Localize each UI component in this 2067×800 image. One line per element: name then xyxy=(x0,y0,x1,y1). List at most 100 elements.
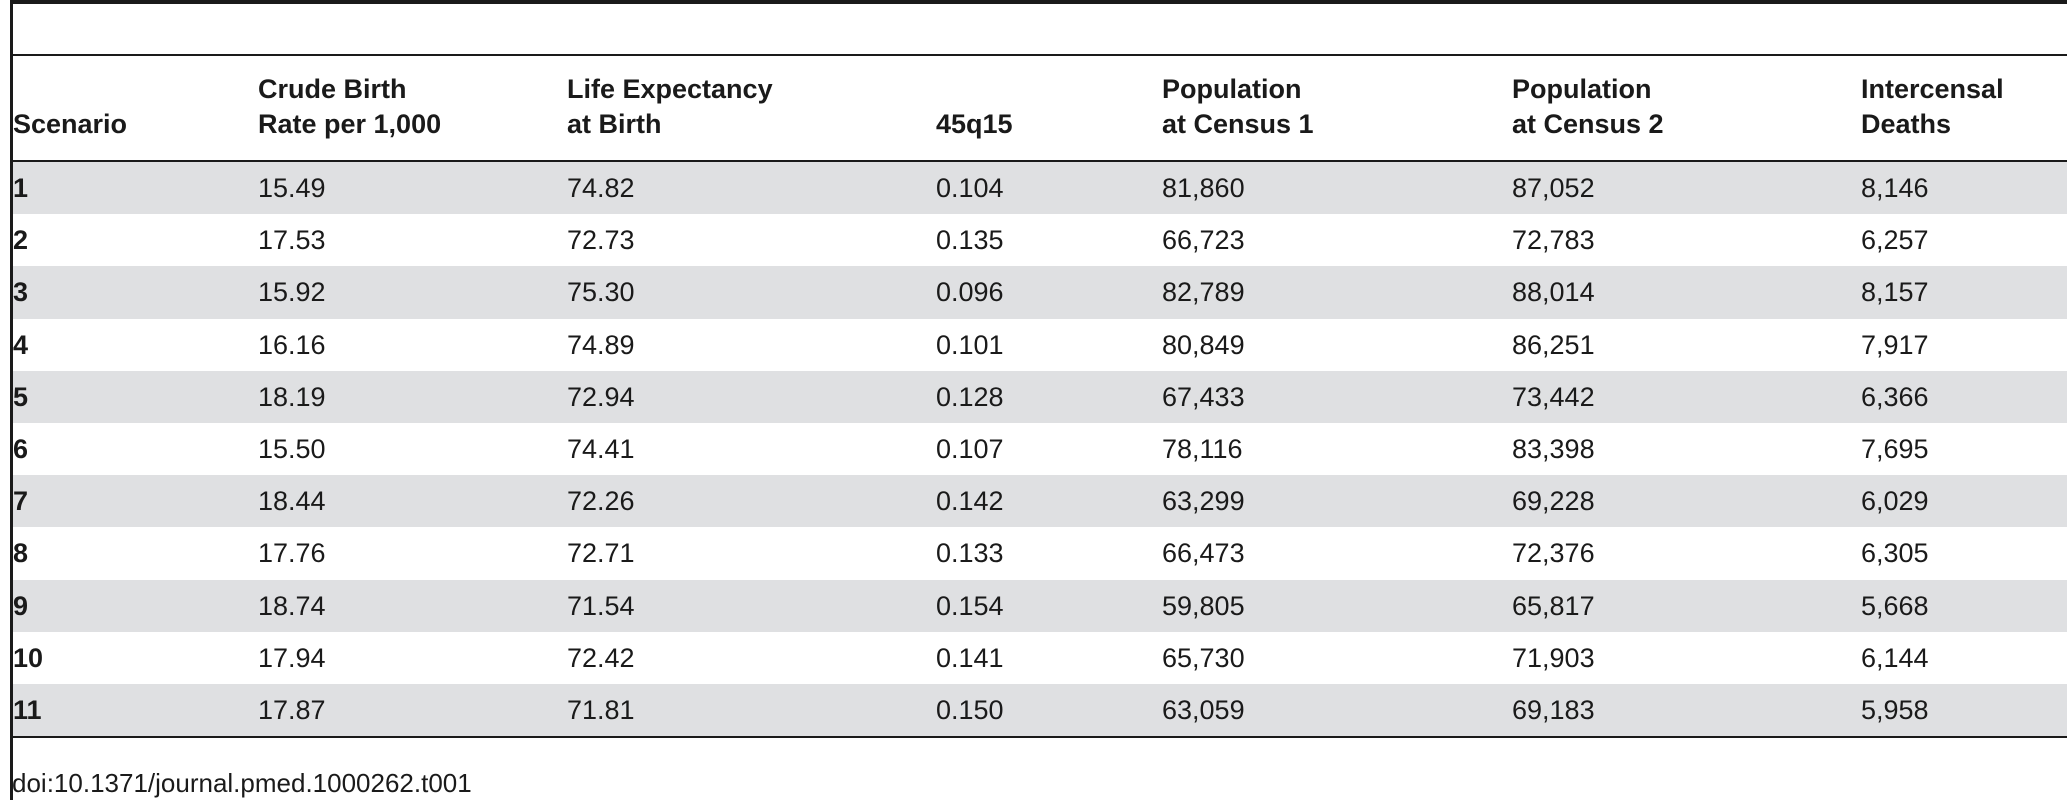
cell-intercensal-deaths: 6,029 xyxy=(1861,486,1929,517)
cell-intercensal-deaths: 8,146 xyxy=(1861,173,1929,203)
cell-population-census-2: 86,251 xyxy=(1512,329,1595,360)
cell-intercensal-deaths: 6,257 xyxy=(1861,225,1929,256)
column-header-intercensal-deaths: Intercensal Deaths xyxy=(1861,74,2004,139)
cell-population-census-2: 88,014 xyxy=(1512,277,1595,308)
cell-45q15: 0.101 xyxy=(936,329,1004,360)
table-row: 1 15.49 74.82 0.104 81,860 87,052 8,146 xyxy=(13,162,2067,215)
cell-scenario: 6 xyxy=(13,433,29,464)
table-row: 9 18.74 71.54 0.154 59,805 65,817 5,668 xyxy=(13,579,2067,632)
cell-45q15: 0.096 xyxy=(936,277,1004,308)
table-row: 2 17.53 72.73 0.135 66,723 72,783 6,257 xyxy=(13,214,2067,266)
cell-crude-birth-rate: 15.50 xyxy=(258,433,326,464)
cell-crude-birth-rate: 17.87 xyxy=(258,694,326,725)
table-row: 6 15.50 74.41 0.107 78,116 83,398 7,695 xyxy=(13,423,2067,475)
cell-population-census-2: 73,442 xyxy=(1512,381,1595,412)
cell-scenario: 1 xyxy=(13,173,29,203)
cell-life-expectancy: 71.81 xyxy=(567,694,635,725)
cell-scenario: 11 xyxy=(13,694,42,725)
table-row: 7 18.44 72.26 0.142 63,299 69,228 6,029 xyxy=(13,475,2067,528)
cell-population-census-1: 66,473 xyxy=(1162,538,1245,569)
cell-crude-birth-rate: 15.49 xyxy=(258,173,326,203)
cell-population-census-1: 63,299 xyxy=(1162,486,1245,517)
cell-crude-birth-rate: 18.74 xyxy=(258,590,326,621)
table-row: 10 17.94 72.42 0.141 65,730 71,903 6,144 xyxy=(13,632,2067,684)
cell-scenario: 4 xyxy=(13,329,29,360)
header-top-rule xyxy=(13,54,2067,56)
column-header-scenario: Scenario xyxy=(13,109,128,139)
table-bottom-rule xyxy=(13,736,2067,739)
cell-scenario: 2 xyxy=(13,225,29,256)
cell-life-expectancy: 72.94 xyxy=(567,381,635,412)
cell-life-expectancy: 74.89 xyxy=(567,329,635,360)
cell-population-census-1: 59,805 xyxy=(1162,590,1245,621)
cell-life-expectancy: 72.71 xyxy=(567,538,635,569)
cell-intercensal-deaths: 5,958 xyxy=(1861,694,1929,725)
column-header-life-expectancy: Life Expectancy at Birth xyxy=(567,74,773,139)
column-header-population-census-2: Population at Census 2 xyxy=(1512,74,1664,139)
cell-life-expectancy: 72.26 xyxy=(567,486,635,517)
cell-intercensal-deaths: 6,144 xyxy=(1861,642,1929,673)
left-border-rule xyxy=(10,0,13,800)
table-row: 11 17.87 71.81 0.150 63,059 69,183 5,958 xyxy=(13,683,2067,737)
cell-life-expectancy: 74.41 xyxy=(567,433,635,464)
cell-intercensal-deaths: 8,157 xyxy=(1861,277,1929,308)
cell-scenario: 10 xyxy=(13,642,44,673)
cell-population-census-1: 81,860 xyxy=(1162,173,1245,203)
cell-45q15: 0.150 xyxy=(936,694,1004,725)
cell-population-census-2: 83,398 xyxy=(1512,433,1595,464)
cell-45q15: 0.142 xyxy=(936,486,1004,517)
top-border-rule xyxy=(10,0,2067,4)
cell-scenario: 3 xyxy=(13,277,29,308)
cell-scenario: 5 xyxy=(13,381,29,412)
table-row: 8 17.76 72.71 0.133 66,473 72,376 6,305 xyxy=(13,527,2067,579)
cell-crude-birth-rate: 17.53 xyxy=(258,225,326,256)
cell-population-census-2: 69,228 xyxy=(1512,486,1595,517)
cell-population-census-2: 69,183 xyxy=(1512,694,1595,725)
cell-intercensal-deaths: 5,668 xyxy=(1861,590,1929,621)
cell-population-census-2: 71,903 xyxy=(1512,642,1595,673)
cell-scenario: 7 xyxy=(13,486,29,517)
cell-population-census-2: 72,376 xyxy=(1512,538,1595,569)
cell-population-census-2: 87,052 xyxy=(1512,173,1595,203)
cell-45q15: 0.133 xyxy=(936,538,1004,569)
cell-45q15: 0.141 xyxy=(936,642,1004,673)
cell-population-census-1: 63,059 xyxy=(1162,694,1245,725)
cell-crude-birth-rate: 16.16 xyxy=(258,329,326,360)
cell-population-census-1: 82,789 xyxy=(1162,277,1245,308)
header-bottom-rule xyxy=(13,160,2067,162)
cell-population-census-1: 66,723 xyxy=(1162,225,1245,256)
cell-population-census-1: 80,849 xyxy=(1162,329,1245,360)
cell-crude-birth-rate: 17.76 xyxy=(258,538,326,569)
cell-scenario: 8 xyxy=(13,538,29,569)
cell-45q15: 0.128 xyxy=(936,381,1004,412)
cell-crude-birth-rate: 17.94 xyxy=(258,642,326,673)
cell-life-expectancy: 75.30 xyxy=(567,277,635,308)
table-row: 3 15.92 75.30 0.096 82,789 88,014 8,157 xyxy=(13,266,2067,319)
table-header-row: Scenario Crude Birth Rate per 1,000 Life… xyxy=(13,56,2067,160)
cell-intercensal-deaths: 6,366 xyxy=(1861,381,1929,412)
cell-intercensal-deaths: 6,305 xyxy=(1861,538,1929,569)
cell-population-census-2: 72,783 xyxy=(1512,225,1595,256)
cell-life-expectancy: 72.42 xyxy=(567,642,635,673)
cell-45q15: 0.154 xyxy=(936,590,1004,621)
cell-life-expectancy: 74.82 xyxy=(567,173,635,203)
cell-45q15: 0.107 xyxy=(936,433,1004,464)
cell-crude-birth-rate: 18.44 xyxy=(258,486,326,517)
column-header-population-census-1: Population at Census 1 xyxy=(1162,74,1314,139)
cell-crude-birth-rate: 18.19 xyxy=(258,381,326,412)
column-header-45q15: 45q15 xyxy=(936,109,1013,139)
cell-45q15: 0.104 xyxy=(936,173,1004,203)
cell-population-census-1: 78,116 xyxy=(1162,433,1243,464)
cell-population-census-1: 65,730 xyxy=(1162,642,1245,673)
cell-45q15: 0.135 xyxy=(936,225,1004,256)
doi-caption: doi:10.1371/journal.pmed.1000262.t001 xyxy=(12,768,472,798)
cell-population-census-1: 67,433 xyxy=(1162,381,1245,412)
cell-scenario: 9 xyxy=(13,590,29,621)
column-header-crude-birth-rate: Crude Birth Rate per 1,000 xyxy=(258,74,442,139)
table-body: 1 15.49 74.82 0.104 81,860 87,052 8,146 2 17.53 7… xyxy=(13,162,2067,737)
cell-life-expectancy: 72.73 xyxy=(567,225,635,256)
table-row: 5 18.19 72.94 0.128 67,433 73,442 6,366 xyxy=(13,370,2067,423)
cell-population-census-2: 65,817 xyxy=(1512,590,1595,621)
cell-intercensal-deaths: 7,695 xyxy=(1861,433,1929,464)
data-table: Scenario Crude Birth Rate per 1,000 Life… xyxy=(13,54,2067,739)
